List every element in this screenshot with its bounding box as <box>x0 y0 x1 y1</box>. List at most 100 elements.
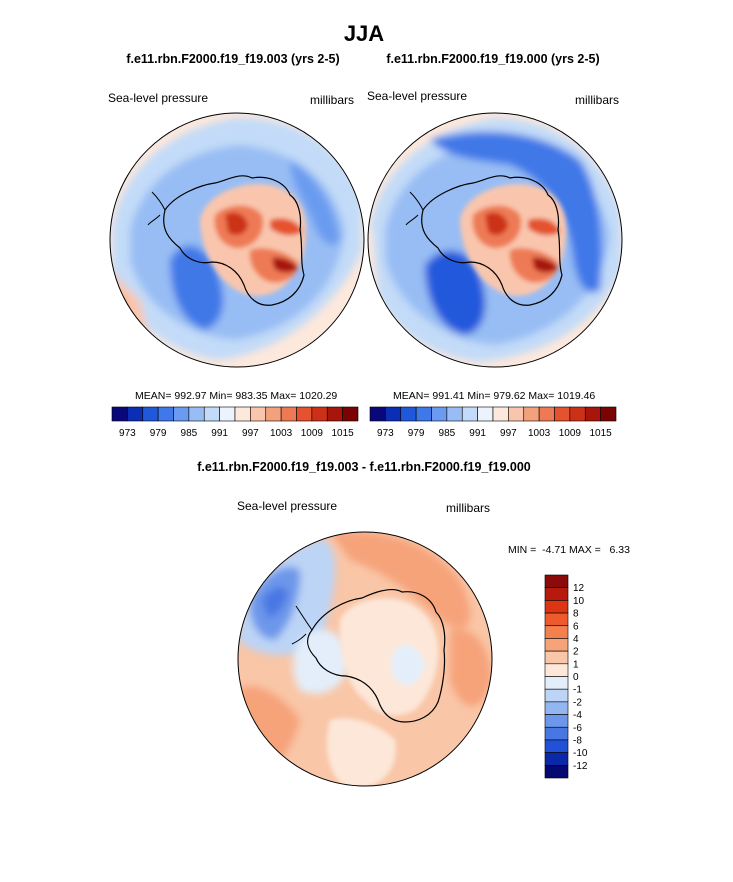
panel-a-colorbar-tick: 973 <box>119 428 136 439</box>
panel-a-colorbar-box <box>188 406 205 422</box>
panel-c-colorbar-tick: 12 <box>573 583 585 594</box>
panel-c-colorbar-box <box>544 701 569 715</box>
panel-a-colorbar-box <box>342 406 359 422</box>
panel-c-colorbar-tick: 8 <box>573 609 579 620</box>
panel-b-field <box>368 113 622 367</box>
panel-a-right-label: millibars <box>310 93 354 107</box>
panel-c-colorbar-box <box>544 739 569 753</box>
panel-b-map: Sea-level pressure millibars <box>367 89 623 368</box>
panel-c-colorbar-box <box>544 638 569 652</box>
panel-b-colorbar-tick: 1009 <box>559 428 582 439</box>
panel-a-colorbar-box <box>234 406 251 422</box>
panel-c-colorbar-box <box>544 612 569 627</box>
panel-a-title: f.e11.rbn.F2000.f19_f19.003 (yrs 2-5) <box>126 52 339 66</box>
panel-a-colorbar-box <box>157 406 174 422</box>
panel-c-colorbar-tick: -10 <box>573 748 588 759</box>
panel-a-colorbar-tick: 1003 <box>270 428 293 439</box>
panel-b-colorbar-tick: 1003 <box>528 428 551 439</box>
panel-b-colorbar-tick: 973 <box>377 428 394 439</box>
panel-c-colorbar-box <box>544 676 569 690</box>
panel-b-colorbar-box <box>584 406 601 422</box>
panel-c-field <box>238 532 492 786</box>
panel-c-map: Sea-level pressure millibars <box>237 499 493 787</box>
panel-b-colorbar-box <box>415 406 432 422</box>
main-title: JJA <box>344 21 384 46</box>
panel-b-colorbar-tick: 979 <box>408 428 425 439</box>
panel-c-colorbar-box <box>544 600 569 614</box>
panel-a-map: Sea-level pressure millibars <box>108 91 365 368</box>
panel-c-colorbar-tick: -6 <box>573 723 582 734</box>
panel-b-colorbar-box <box>477 406 494 422</box>
panel-a-colorbar-box <box>326 406 343 422</box>
panel-b-colorbar: 973 979 985 991 997 1003 1009 1015 <box>369 406 617 439</box>
panel-a-colorbar-tick: 979 <box>150 428 167 439</box>
panel-c-colorbar-box <box>544 587 569 601</box>
panel-a-colorbar-box <box>219 406 236 422</box>
panel-b-colorbar-tick: 985 <box>439 428 456 439</box>
panel-a-colorbar-box <box>111 406 128 422</box>
panel-a-colorbar-box <box>265 406 282 422</box>
panel-b-colorbar-box <box>508 406 525 422</box>
panel-b-colorbar-box <box>523 406 540 422</box>
panel-b-coastline <box>421 175 563 306</box>
panel-a-colorbar: 973 979 985 991 997 1003 1009 1015 <box>111 406 359 439</box>
panel-a-colorbar-box <box>203 406 220 422</box>
panel-b-colorbar-box <box>400 406 417 422</box>
panel-b-colorbar-tick: 1015 <box>590 428 613 439</box>
panel-b-colorbar-box <box>385 406 402 422</box>
panel-a-peninsula <box>147 191 166 226</box>
panel-a-colorbar-box <box>173 406 190 422</box>
panel-c-right-label: millibars <box>446 501 490 515</box>
panel-b-colorbar-box <box>369 406 386 422</box>
panel-b-colorbar-box <box>569 406 586 422</box>
panel-a-coastline <box>163 175 305 306</box>
panel-b-colorbar-box <box>538 406 555 422</box>
panel-b-peninsula <box>405 191 424 226</box>
panel-a-colorbar-tick: 997 <box>242 428 259 439</box>
panel-a-field <box>110 113 364 367</box>
panel-a-colorbar-tick: 985 <box>181 428 198 439</box>
panel-b-colorbar-tick: 997 <box>500 428 517 439</box>
panel-b-left-label: Sea-level pressure <box>367 89 467 103</box>
panel-c-peninsula <box>291 605 313 645</box>
panel-c-colorbar-box <box>544 625 569 639</box>
panel-c-colorbar-tick: 0 <box>573 672 579 683</box>
panel-b-colorbar-box <box>446 406 463 422</box>
panel-c-colorbar-tick: -12 <box>573 761 588 772</box>
panel-c-colorbar-box <box>544 726 569 741</box>
panel-a-colorbar-box <box>296 406 313 422</box>
panel-b-colorbar-tick: 991 <box>469 428 486 439</box>
panel-c-colorbar-tick: 4 <box>573 634 579 645</box>
panel-c-colorbar-box <box>544 574 569 588</box>
panel-c-colorbar-box <box>544 688 569 703</box>
panel-b-colorbar-box <box>492 406 509 422</box>
panel-c-colorbar-tick: -2 <box>573 697 582 708</box>
panel-c-colorbar-tick: 2 <box>573 647 579 658</box>
panel-c-colorbar-tick: -8 <box>573 735 582 746</box>
panel-c-title: f.e11.rbn.F2000.f19_f19.003 - f.e11.rbn.… <box>197 460 531 474</box>
panel-c-colorbar-tick: -1 <box>573 685 582 696</box>
panel-b-stats: MEAN= 991.41 Min= 979.62 Max= 1019.46 <box>393 390 595 402</box>
panel-c-colorbar-tick: 6 <box>573 621 579 632</box>
panel-b-title: f.e11.rbn.F2000.f19_f19.000 (yrs 2-5) <box>386 52 599 66</box>
panel-a-colorbar-tick: 991 <box>211 428 228 439</box>
panel-a-left-label: Sea-level pressure <box>108 91 208 105</box>
panel-c-colorbar-tick: -4 <box>573 710 582 721</box>
panel-a-colorbar-box <box>142 406 159 422</box>
panel-c-stats: MIN = -4.71 MAX = 6.33 <box>508 544 630 556</box>
panel-a-colorbar-box <box>280 406 297 422</box>
panel-c-colorbar-tick: 1 <box>573 659 579 670</box>
panel-a-colorbar-tick: 1009 <box>301 428 324 439</box>
panel-b-colorbar-box <box>554 406 571 422</box>
panel-c-colorbar-box <box>544 752 569 766</box>
panel-a-colorbar-box <box>250 406 267 422</box>
panel-b-colorbar-box <box>600 406 617 422</box>
panel-a-colorbar-tick: 1015 <box>332 428 355 439</box>
panel-c-colorbar-box <box>544 663 569 677</box>
panel-c-colorbar-box <box>544 765 569 779</box>
panel-b-boundary <box>367 112 623 368</box>
panel-a-colorbar-box <box>127 406 144 422</box>
panel-b-right-label: millibars <box>575 93 619 107</box>
